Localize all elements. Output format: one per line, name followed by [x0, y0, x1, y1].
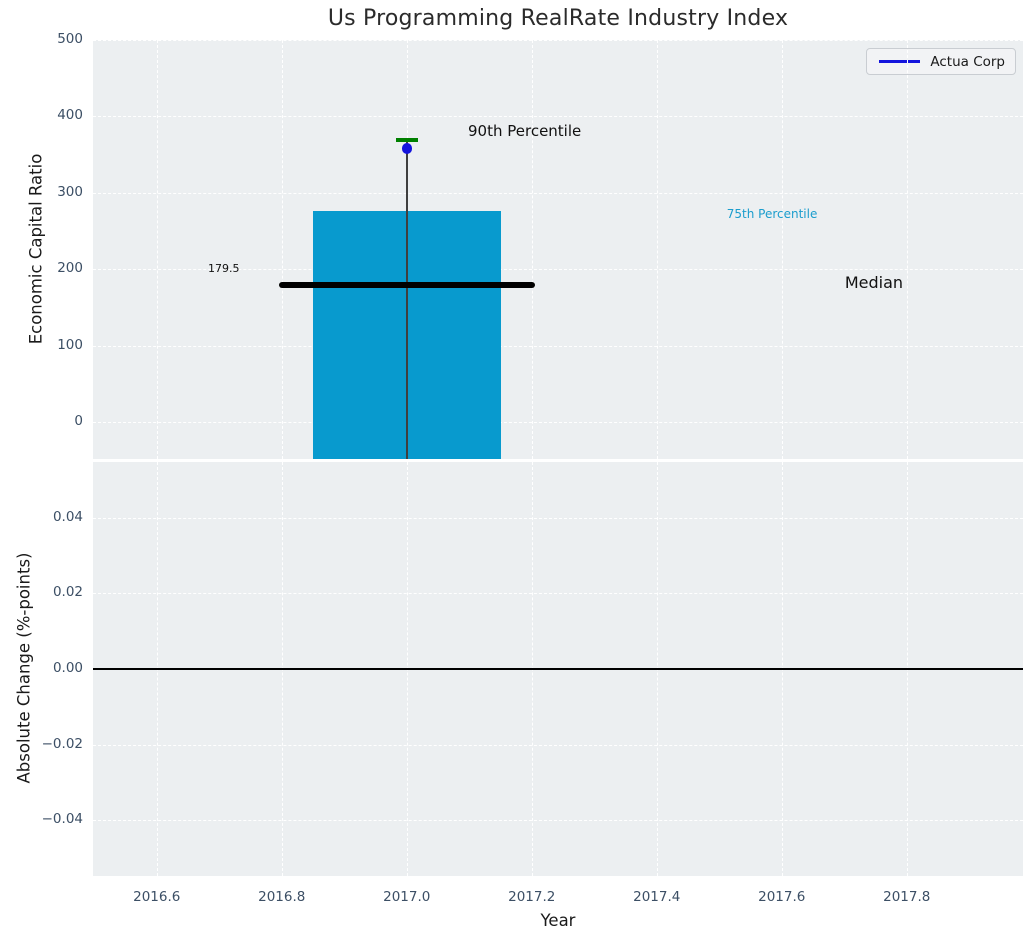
gridline — [656, 40, 658, 459]
y-axis-label-top: Economic Capital Ratio — [26, 153, 46, 345]
gridline — [906, 40, 908, 459]
legend-line-sample — [879, 60, 921, 63]
gridline — [781, 40, 783, 459]
x-tick-label: 2016.6 — [133, 889, 181, 905]
gridline — [156, 40, 158, 459]
median-line — [278, 281, 535, 289]
gridline — [93, 116, 1023, 118]
x-tick-label: 2016.8 — [258, 889, 306, 905]
y-tick-label: 300 — [57, 183, 83, 200]
actua-corp-point — [401, 143, 412, 154]
axes-economic-capital-ratio: Actua Corp 90th Percentile 75th Percentil… — [93, 40, 1023, 459]
x-tick-label: 2017.6 — [758, 889, 806, 905]
x-axis-label: Year — [540, 911, 576, 930]
gridline — [93, 40, 1023, 41]
median-label: Median — [844, 272, 904, 292]
gridline — [93, 192, 1023, 194]
p90-label: 90th Percentile — [468, 122, 582, 141]
gridline — [93, 820, 1023, 822]
x-tick-label: 2017.8 — [883, 889, 931, 905]
x-tick-label: 2017.2 — [508, 889, 556, 905]
y-tick-label: 0.00 — [52, 660, 83, 676]
gridline — [93, 593, 1023, 595]
y-tick-label: 500 — [57, 31, 83, 47]
gridline — [93, 422, 1023, 424]
legend-label: Actua Corp — [930, 53, 1005, 70]
gridline — [531, 40, 533, 459]
y-tick-label: −0.04 — [41, 811, 83, 828]
y-tick-label: 200 — [57, 260, 83, 277]
axes-absolute-change — [93, 462, 1023, 876]
x-tick-label: 2017.4 — [633, 889, 681, 905]
gridline — [281, 40, 283, 459]
whisker-line — [405, 140, 408, 459]
90th-percentile-marker — [395, 138, 418, 142]
y-tick-label: 0.02 — [52, 584, 83, 601]
y-tick-label: 0 — [74, 413, 83, 430]
chart-title: Us Programming RealRate Industry Index — [327, 6, 789, 31]
p75-label: 75th Percentile — [726, 207, 818, 222]
gridline — [93, 269, 1023, 271]
legend: Actua Corp — [866, 48, 1016, 75]
gridline — [93, 345, 1023, 347]
gridline — [93, 744, 1023, 746]
zero-line — [93, 668, 1023, 670]
y-tick-label: 400 — [57, 107, 83, 124]
gridline — [93, 517, 1023, 519]
median-value-label: 179.5 — [208, 262, 240, 276]
y-tick-label: 0.04 — [52, 508, 83, 525]
x-tick-label: 2017.0 — [383, 889, 431, 905]
y-tick-label: 100 — [57, 336, 83, 353]
y-tick-label: −0.02 — [41, 735, 83, 752]
